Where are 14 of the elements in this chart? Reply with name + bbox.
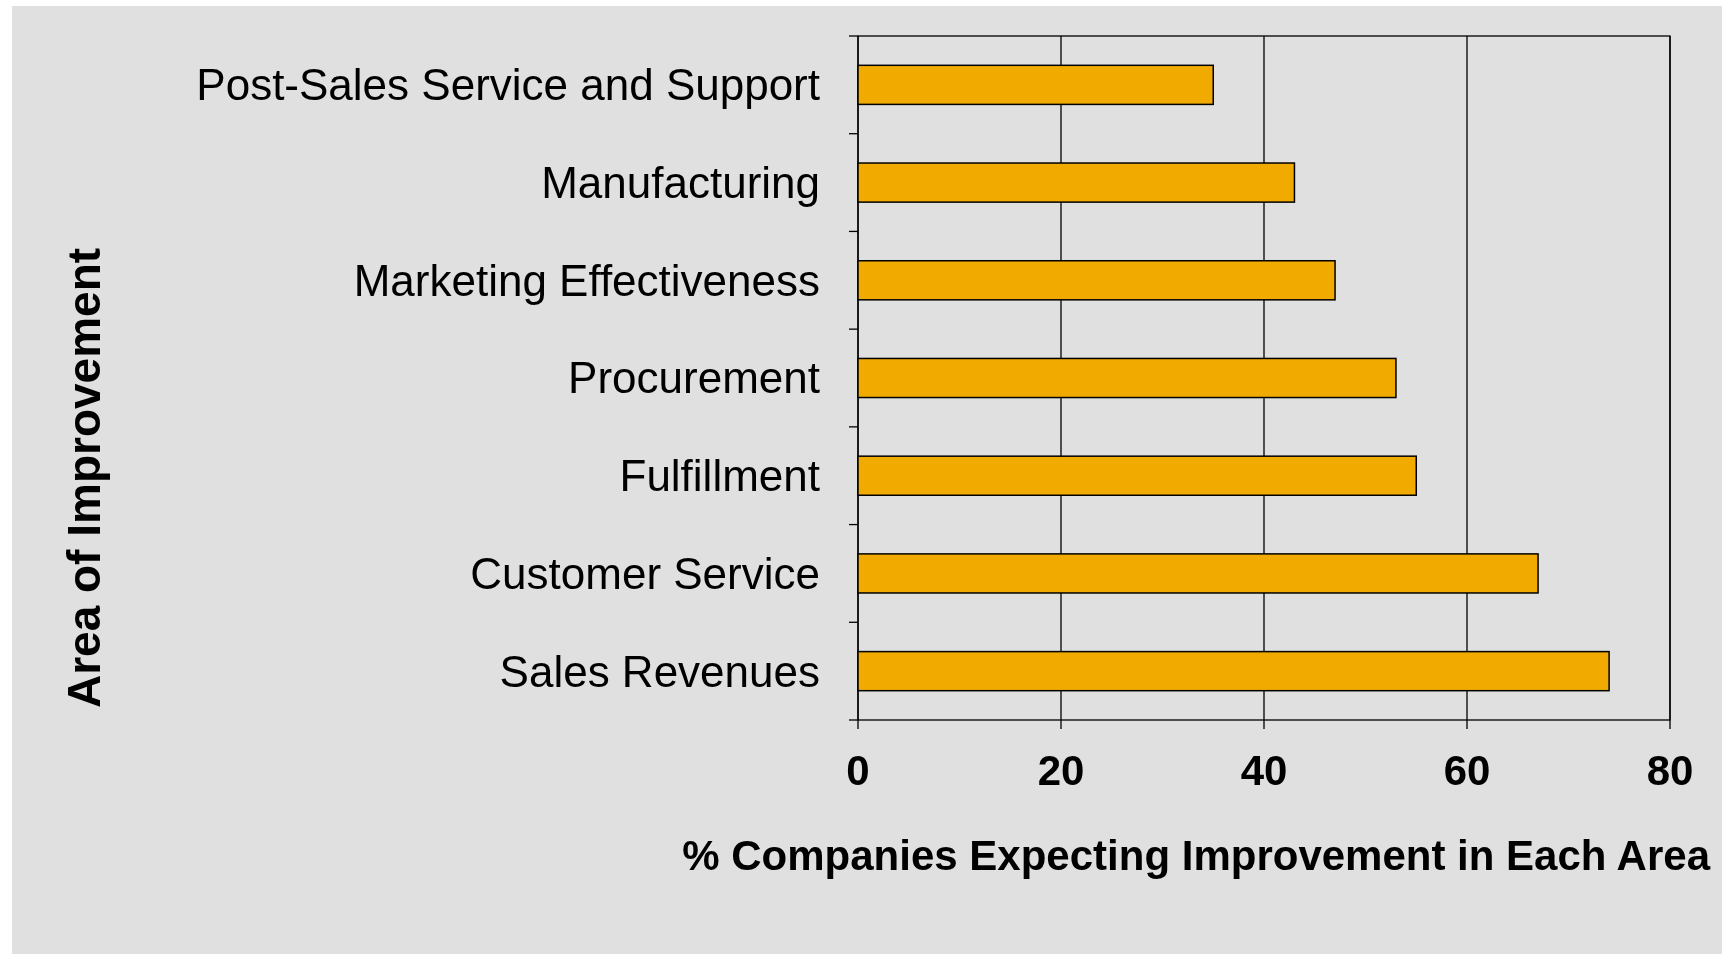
x-tick-label: 20	[1037, 747, 1085, 794]
x-axis-title: % Companies Expecting Improvement in Each Area	[682, 832, 1711, 879]
x-tick-label: 0	[846, 747, 870, 794]
x-tick-label: 40	[1240, 747, 1288, 794]
x-tick-label: 80	[1646, 747, 1694, 794]
y-tick-label: Manufacturing	[541, 157, 820, 207]
y-axis-title: Area of Improvement	[58, 247, 110, 709]
y-tick-label: Fulfillment	[619, 451, 820, 501]
y-tick-label: Sales Revenues	[499, 646, 820, 696]
y-tick-label: Procurement	[568, 353, 820, 403]
y-tick-label: Marketing Effectiveness	[353, 255, 820, 305]
x-tick-label: 60	[1443, 747, 1491, 794]
y-tick-label: Customer Service	[470, 548, 820, 598]
y-tick-label: Post-Sales Service and Support	[196, 60, 820, 110]
